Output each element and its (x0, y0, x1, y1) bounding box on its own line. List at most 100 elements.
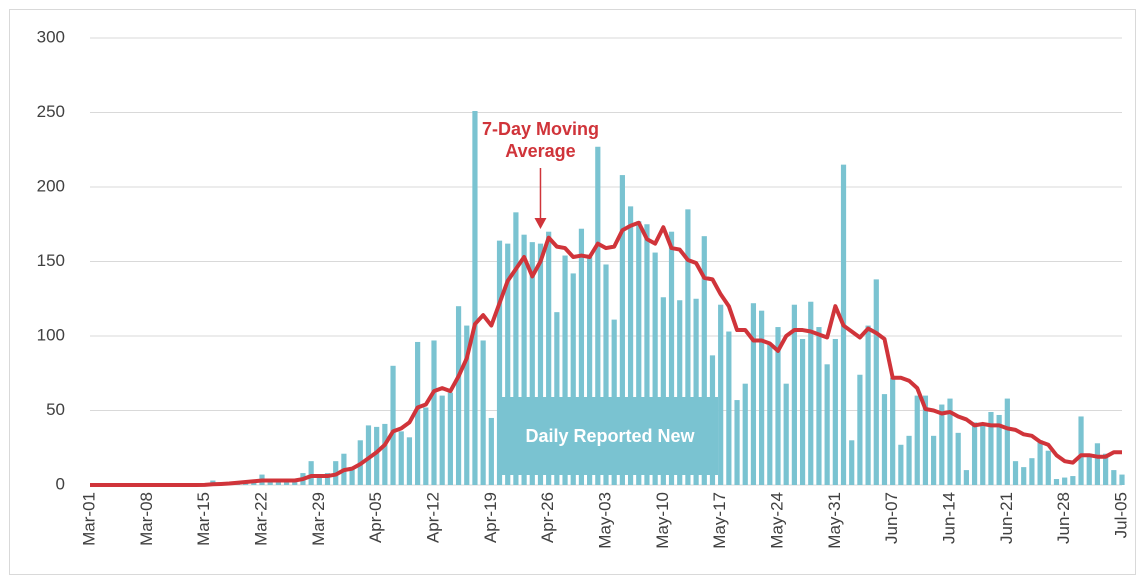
bar (578, 228, 585, 485)
bar (447, 392, 453, 485)
bar (881, 394, 888, 485)
bar (799, 338, 806, 485)
bar (693, 298, 699, 485)
bar (742, 383, 748, 485)
bar (1119, 474, 1125, 485)
bar (627, 206, 634, 485)
bar (390, 365, 396, 485)
bar (701, 236, 707, 485)
bar (283, 480, 290, 485)
bar (750, 303, 757, 485)
bar (439, 395, 445, 485)
bar (275, 480, 281, 485)
bar (472, 111, 478, 485)
bar (939, 404, 945, 485)
bar (685, 209, 691, 485)
bar (1062, 477, 1068, 485)
x-tick-label: Mar-15 (194, 492, 213, 546)
x-tick-label: Jun-07 (882, 492, 901, 544)
series-label-box (502, 397, 718, 475)
bar (726, 331, 732, 485)
bar (431, 340, 437, 485)
x-tick-label: Jun-28 (1054, 492, 1073, 544)
bar (947, 398, 953, 485)
bar (832, 338, 838, 485)
x-tick-label: Mar-22 (251, 492, 270, 546)
annotation-arrowhead (534, 218, 547, 229)
bar (775, 327, 781, 485)
bar (971, 422, 978, 485)
bar (267, 480, 273, 485)
x-tick-label: Jun-14 (939, 492, 958, 544)
series-label: 7-Day Moving Average (481, 119, 599, 161)
bar (914, 395, 920, 485)
bar (505, 243, 511, 485)
bar (808, 301, 814, 485)
y-tick-label: 150 (37, 251, 65, 270)
bar (464, 325, 470, 485)
bar (488, 417, 494, 485)
bar (1004, 398, 1010, 485)
y-tick-label: 0 (56, 474, 65, 493)
bar (668, 231, 675, 485)
bar (988, 411, 994, 485)
bar (570, 273, 576, 485)
bar (513, 212, 519, 485)
bar (374, 426, 380, 485)
x-tick-label: Jul-05 (1111, 492, 1130, 538)
bar (865, 325, 871, 485)
bar (955, 432, 961, 485)
bar (316, 477, 322, 485)
bar (906, 435, 912, 485)
bar (767, 344, 773, 485)
bar (1070, 476, 1076, 485)
bar (595, 146, 601, 485)
x-tick-label: Apr-19 (481, 492, 500, 543)
bar (415, 341, 421, 485)
bar (816, 327, 822, 485)
bar (423, 407, 429, 485)
bar (349, 467, 355, 485)
x-tick-label: Jun-21 (997, 492, 1016, 544)
bar (1094, 443, 1101, 485)
bar (677, 300, 683, 485)
bar (603, 264, 609, 485)
x-tick-label: Mar-29 (309, 492, 328, 546)
bar (963, 470, 969, 485)
bar (824, 364, 830, 485)
bar (562, 255, 568, 485)
bar (898, 444, 904, 485)
bar (931, 435, 937, 485)
bar (292, 480, 298, 485)
bar (890, 377, 896, 485)
bar (1053, 479, 1060, 485)
x-tick-label: May-03 (595, 492, 614, 549)
bar (480, 340, 486, 485)
x-tick-label: Apr-05 (366, 492, 385, 543)
x-tick-label: May-31 (825, 492, 844, 549)
moving-average-line (90, 220, 1122, 487)
x-tick-label: Apr-26 (538, 492, 557, 543)
bar (1086, 453, 1092, 485)
bar (644, 224, 650, 485)
bar (1078, 416, 1084, 485)
bar (1111, 470, 1117, 485)
bar (857, 374, 863, 485)
bar (791, 304, 797, 485)
bar (243, 483, 249, 485)
y-tick-label: 50 (46, 400, 65, 419)
bar (1029, 458, 1035, 485)
bar (324, 473, 331, 485)
bar (496, 240, 503, 485)
bar (652, 252, 658, 485)
bar (1103, 453, 1109, 485)
bar (660, 297, 666, 485)
bar (308, 461, 314, 485)
bar (365, 425, 372, 485)
bar (980, 425, 986, 485)
series-label: Daily Reported New (525, 426, 695, 446)
x-tick-label: May-24 (767, 492, 786, 549)
bar (1037, 440, 1043, 485)
